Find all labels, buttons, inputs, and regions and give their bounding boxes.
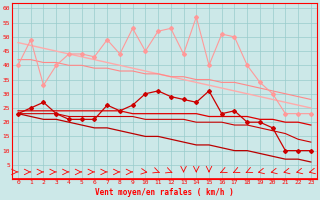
X-axis label: Vent moyen/en rafales ( km/h ): Vent moyen/en rafales ( km/h )	[95, 188, 234, 197]
